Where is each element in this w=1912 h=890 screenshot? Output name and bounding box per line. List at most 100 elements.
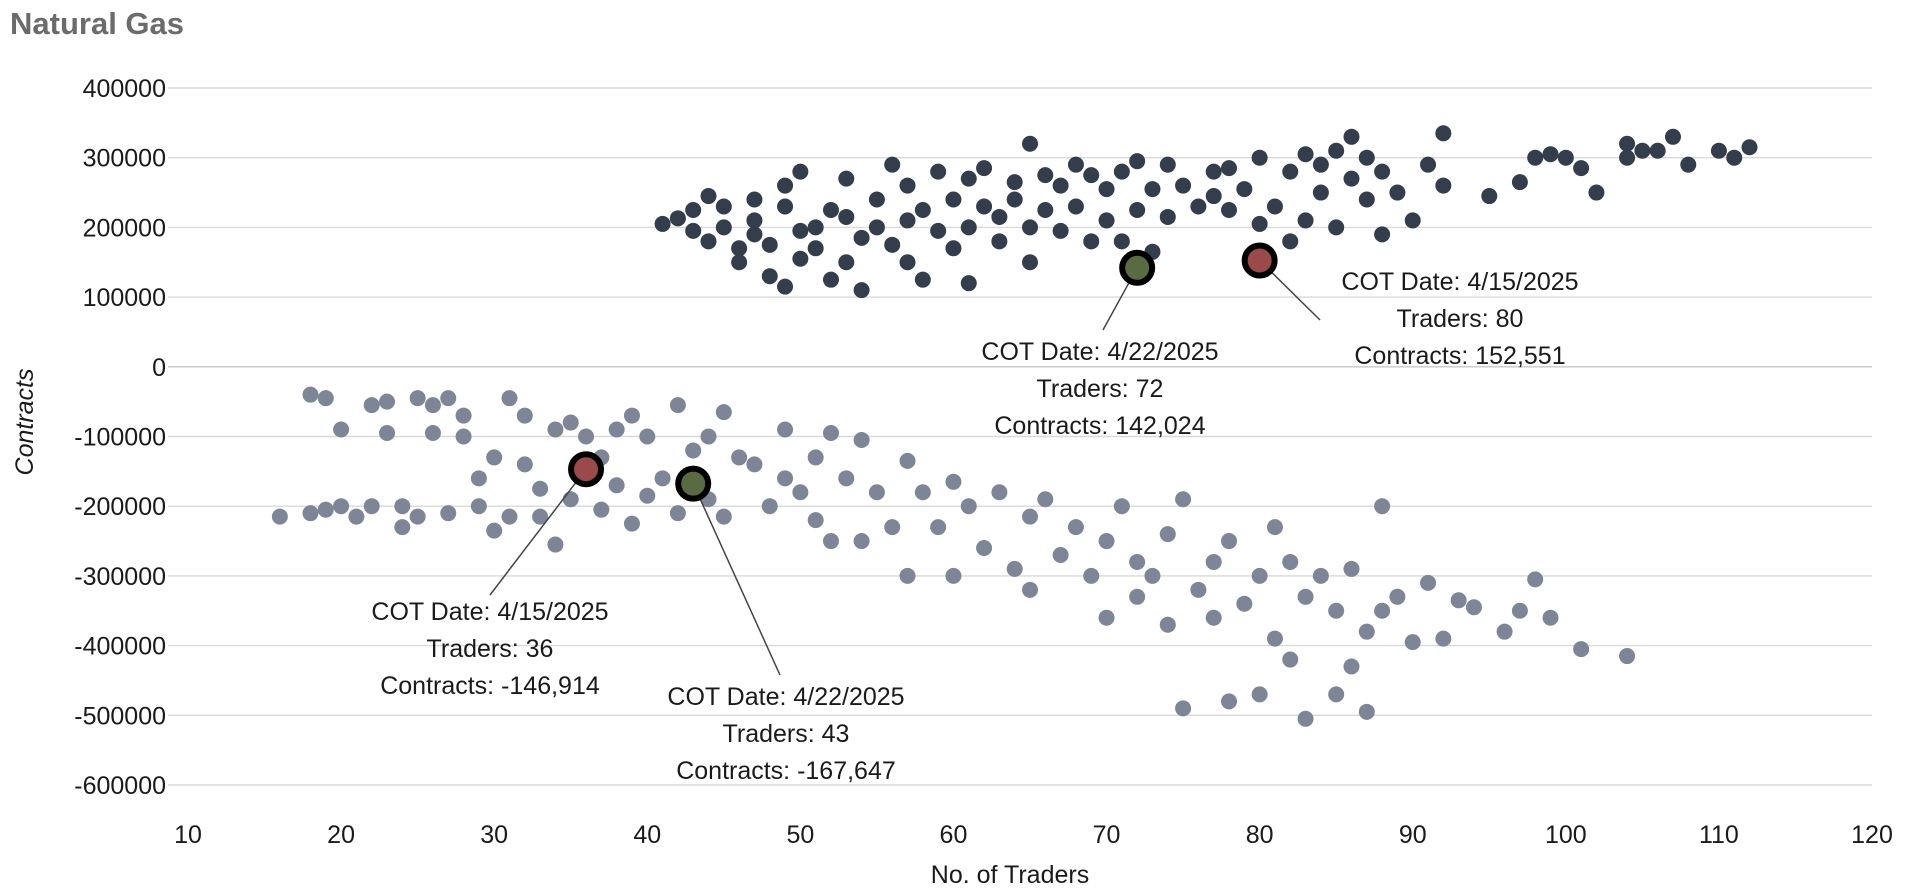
- data-point: [822, 271, 839, 288]
- data-point: [440, 390, 457, 407]
- annotation-text: Contracts: 142,024: [994, 412, 1205, 440]
- data-point: [1358, 623, 1375, 640]
- data-point: [792, 484, 809, 501]
- data-point: [1389, 184, 1406, 201]
- data-point: [1067, 519, 1084, 536]
- data-point: [746, 226, 763, 243]
- data-point: [1328, 602, 1345, 619]
- data-point: [516, 456, 533, 473]
- data-point: [394, 519, 411, 536]
- data-point: [1374, 602, 1391, 619]
- data-point: [1052, 546, 1069, 563]
- data-point: [501, 390, 518, 407]
- data-point: [976, 540, 993, 557]
- annotation-text: COT Date: 4/22/2025: [667, 683, 904, 711]
- data-point: [1144, 567, 1161, 584]
- data-point: [1573, 160, 1590, 177]
- data-point: [1098, 181, 1115, 198]
- data-point: [853, 229, 870, 246]
- data-point: [317, 501, 334, 518]
- data-point: [976, 160, 993, 177]
- data-point: [731, 254, 748, 271]
- data-point: [1680, 156, 1697, 173]
- y-tick-label: 0: [152, 354, 166, 382]
- data-point: [623, 515, 640, 532]
- data-point: [899, 567, 916, 584]
- data-point: [1557, 149, 1574, 166]
- data-point: [1282, 163, 1299, 180]
- data-point: [1511, 174, 1528, 191]
- data-point: [1022, 219, 1038, 236]
- data-point: [1236, 595, 1253, 612]
- data-point: [884, 236, 901, 253]
- data-point: [1221, 160, 1238, 177]
- x-axis-label: No. of Traders: [931, 861, 1089, 889]
- data-point: [501, 508, 518, 525]
- data-point: [1037, 167, 1054, 184]
- data-point: [1374, 226, 1391, 243]
- y-tick-label: -400000: [74, 633, 166, 661]
- data-point: [1358, 191, 1375, 208]
- data-point: [899, 177, 916, 194]
- data-point: [1083, 167, 1100, 184]
- data-point: [822, 533, 839, 550]
- data-point: [1083, 233, 1100, 250]
- data-point: [1205, 553, 1222, 570]
- annotation-text: Traders: 72: [1037, 375, 1164, 403]
- data-point: [838, 470, 855, 487]
- data-point: [761, 268, 778, 285]
- data-point: [333, 421, 350, 438]
- data-point: [455, 407, 472, 424]
- data-point: [945, 473, 962, 490]
- x-tick-label: 100: [1545, 821, 1587, 849]
- data-point: [486, 449, 503, 466]
- data-point: [914, 271, 931, 288]
- y-tick-label: 100000: [83, 284, 166, 312]
- data-point: [1175, 491, 1192, 508]
- data-point: [1726, 149, 1743, 166]
- data-point: [1374, 498, 1391, 515]
- highlight-point: [1241, 242, 1278, 279]
- data-point: [1006, 191, 1023, 208]
- data-point: [1435, 125, 1452, 142]
- data-point: [1006, 174, 1023, 191]
- data-point: [1052, 222, 1069, 239]
- data-point: [807, 240, 824, 257]
- data-point: [424, 397, 441, 414]
- annotation-text: Traders: 43: [723, 720, 850, 748]
- x-tick-label: 30: [480, 821, 508, 849]
- y-tick-labels: 400000 300000 200000 100000 0 -100000 -200000 -…: [74, 75, 166, 800]
- data-point: [1481, 188, 1498, 205]
- data-point: [960, 275, 977, 292]
- data-point: [945, 567, 962, 584]
- data-point: [333, 498, 350, 515]
- data-point: [1022, 508, 1038, 525]
- data-point: [761, 236, 778, 253]
- grid-lines: [168, 87, 1872, 786]
- data-point: [532, 480, 549, 497]
- data-point: [1435, 177, 1452, 194]
- data-point: [1022, 135, 1038, 152]
- y-tick-label: -500000: [74, 702, 166, 730]
- data-point: [1435, 630, 1452, 647]
- x-tick-label: 60: [940, 821, 968, 849]
- data-point: [945, 240, 962, 257]
- data-point: [593, 501, 610, 518]
- data-point: [363, 397, 380, 414]
- x-tick-labels: 10 20 30 40 50 60 70 80 90 100 110 120: [174, 821, 1893, 849]
- data-point: [685, 201, 702, 218]
- data-point: [1465, 599, 1482, 616]
- data-point: [822, 425, 839, 442]
- data-point: [1251, 567, 1268, 584]
- data-point: [1710, 142, 1727, 159]
- data-point: [1190, 581, 1207, 598]
- data-point: [1619, 648, 1636, 665]
- data-point: [1205, 609, 1222, 626]
- highlight-point: [1119, 249, 1156, 286]
- annotation-text: Contracts: -167,647: [676, 757, 896, 785]
- data-point: [455, 428, 472, 445]
- data-point: [777, 198, 794, 215]
- data-point: [1159, 156, 1176, 173]
- data-point: [715, 198, 732, 215]
